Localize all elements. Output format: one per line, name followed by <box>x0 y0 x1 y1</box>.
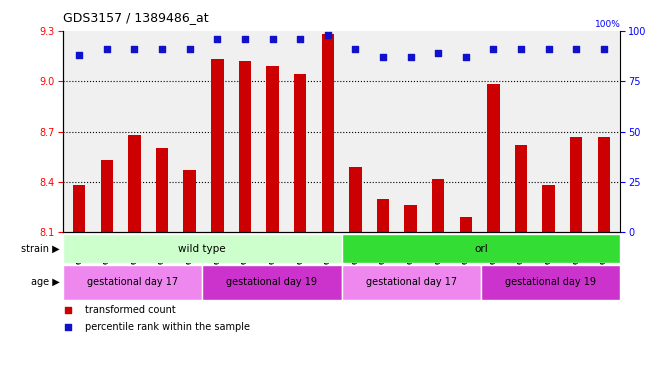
Bar <box>239 61 251 232</box>
Text: gestational day 19: gestational day 19 <box>226 277 317 287</box>
Bar <box>156 148 168 232</box>
Bar <box>349 167 362 232</box>
Point <box>599 46 609 52</box>
Bar <box>128 135 141 232</box>
Bar <box>377 199 389 232</box>
Bar <box>432 179 444 232</box>
Point <box>488 46 499 52</box>
Text: gestational day 17: gestational day 17 <box>87 277 178 287</box>
Bar <box>515 145 527 232</box>
Bar <box>267 66 279 232</box>
Point <box>387 237 397 243</box>
Bar <box>73 185 86 232</box>
Bar <box>481 265 620 300</box>
Text: percentile rank within the sample: percentile rank within the sample <box>85 322 250 333</box>
Point <box>350 46 360 52</box>
Point <box>184 46 195 52</box>
Bar <box>101 160 113 232</box>
Text: gestational day 19: gestational day 19 <box>505 277 596 287</box>
Bar <box>342 234 620 263</box>
Point <box>267 36 278 42</box>
Text: wild type: wild type <box>178 243 226 254</box>
Bar <box>543 185 555 232</box>
Text: age ▶: age ▶ <box>30 277 59 287</box>
Bar <box>405 205 416 232</box>
Bar <box>597 137 610 232</box>
Point <box>387 80 397 86</box>
Point <box>515 46 526 52</box>
Point <box>461 54 471 60</box>
Bar <box>211 59 224 232</box>
Bar <box>342 265 481 300</box>
Text: strain ▶: strain ▶ <box>20 243 59 254</box>
Bar <box>183 170 196 232</box>
Bar <box>63 265 202 300</box>
Point <box>543 46 554 52</box>
Text: transformed count: transformed count <box>85 305 176 315</box>
Bar <box>63 234 342 263</box>
Point <box>295 36 306 42</box>
Point <box>323 31 333 38</box>
Bar <box>570 137 582 232</box>
Bar <box>294 74 306 232</box>
Text: orl: orl <box>474 243 488 254</box>
Point <box>102 46 112 52</box>
Bar <box>321 34 334 232</box>
Text: GDS3157 / 1389486_at: GDS3157 / 1389486_at <box>63 12 209 25</box>
Point <box>129 46 140 52</box>
Point <box>405 54 416 60</box>
Point <box>212 36 222 42</box>
Point <box>74 52 84 58</box>
Text: gestational day 17: gestational day 17 <box>366 277 457 287</box>
Bar <box>487 84 500 232</box>
Point <box>571 46 581 52</box>
Bar <box>459 217 472 232</box>
Point <box>378 54 388 60</box>
Point <box>157 46 168 52</box>
Point <box>433 50 444 56</box>
Bar <box>202 265 342 300</box>
Point <box>240 36 250 42</box>
Text: 100%: 100% <box>595 20 620 29</box>
